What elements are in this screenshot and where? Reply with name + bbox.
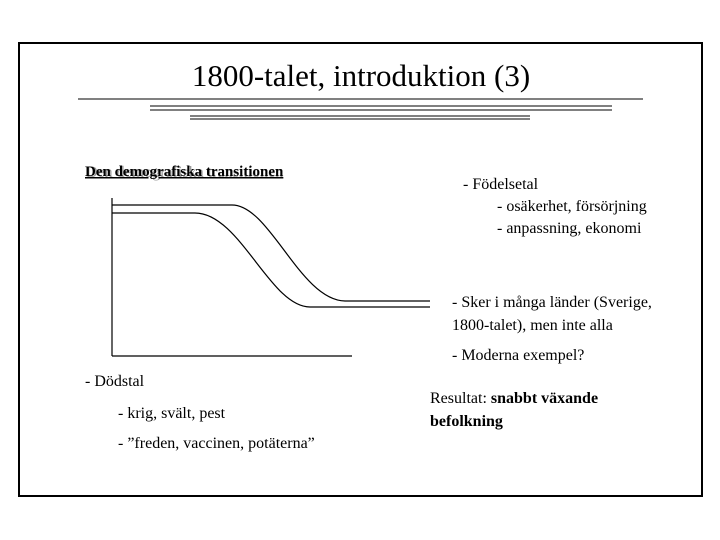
birth-label: - Födelsetal bbox=[463, 176, 539, 193]
slide-title: 1800-talet, introduktion (3) bbox=[192, 58, 530, 93]
death-item: - krig, svält, pest bbox=[118, 405, 226, 422]
modern-example: - Moderna exempel? bbox=[452, 347, 584, 364]
death-label: - Dödstal bbox=[85, 373, 145, 390]
result-emphasis: snabbt växande bbox=[491, 390, 598, 407]
slide-frame bbox=[18, 42, 703, 497]
title-rules bbox=[78, 98, 643, 120]
diagram-label: Den demografiska transitionen bbox=[85, 164, 284, 180]
spread-line: 1800-talet), men inte alla bbox=[452, 317, 613, 334]
result-line: Resultat: snabbt växande bbox=[430, 390, 598, 407]
spread-line: - Sker i många länder (Sverige, bbox=[452, 294, 652, 311]
death-item: - ”freden, vaccinen, potäterna” bbox=[118, 435, 315, 452]
birth-item: - osäkerhet, försörjning bbox=[497, 198, 647, 215]
birth-item: - anpassning, ekonomi bbox=[497, 220, 642, 237]
result-label: Resultat: bbox=[430, 390, 487, 407]
result-emphasis: befolkning bbox=[430, 413, 503, 430]
transition-diagram bbox=[111, 198, 430, 357]
diagram-label-shadow: Den demografiska transitionen bbox=[86, 164, 283, 181]
